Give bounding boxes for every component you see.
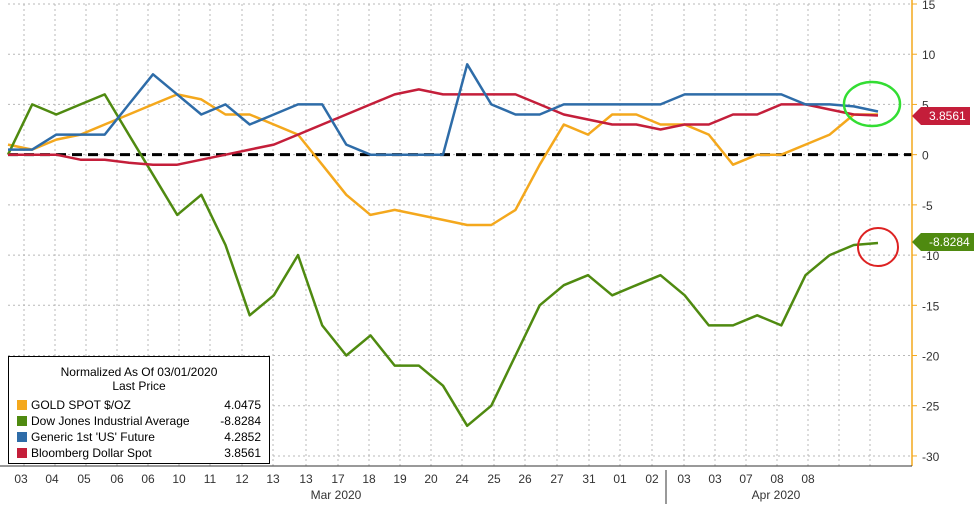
legend-box: Normalized As Of 03/01/2020 Last Price G… [8,356,270,464]
x-tick-label: 03 [14,472,28,486]
x-tick-label: 25 [487,472,501,486]
y-tick-label: 0 [922,149,929,163]
legend-item-dow: Dow Jones Industrial Average -8.8284 [17,414,261,428]
x-tick-label: 19 [393,472,407,486]
x-tick-label: 03 [708,472,722,486]
x-tick-label: 07 [739,472,753,486]
x-tick-label: 13 [299,472,313,486]
legend-value-dollar: 3.8561 [224,446,261,460]
x-tick-label: 12 [235,472,249,486]
x-tick-label: 02 [645,472,659,486]
x-tick-label: 11 [204,472,217,486]
axes: 15 10 5 0 -5 -10 -15 -20 -25 -30 03 04 05 06 06 10 11 12 1… [0,0,940,504]
series-line-dollar [8,88,879,166]
highlight-circle-red [857,227,899,267]
y-tick-label: 5 [922,98,929,112]
legend-swatch-us-future [17,432,27,442]
legend-swatch-gold [17,400,27,410]
x-tick-label: 06 [141,472,155,486]
series-line-us-future [8,63,879,156]
y-tick-label: 10 [922,48,936,62]
series-line-dow [6,93,879,428]
series-layer [6,63,879,428]
last-price-tag-dollar: 3.8561 [912,107,970,125]
x-tick-label: 06 [110,472,124,486]
y-tick-label: 15 [922,0,936,12]
month-label-mar: Mar 2020 [311,488,362,502]
legend-value-dow: -8.8284 [220,414,261,428]
legend-swatch-dollar [17,448,27,458]
y-tick-label: -15 [922,299,940,313]
legend-label-us-future: Generic 1st 'US' Future [31,430,155,444]
x-tick-label: 10 [172,472,186,486]
x-tick-label: 31 [582,472,596,486]
x-tick-label: 20 [424,472,438,486]
y-tick-label: -30 [922,450,940,464]
legend-label-dollar: Bloomberg Dollar Spot [31,446,152,460]
y-tick-label: -25 [922,400,940,414]
x-tick-label: 27 [550,472,564,486]
x-tick-label: 13 [266,472,280,486]
y-tick-label: -20 [922,350,940,364]
y-tick-label: -10 [922,249,940,263]
x-tick-label: 24 [455,472,469,486]
x-tick-label: 18 [362,472,376,486]
y-tick-label: -5 [922,199,933,213]
last-price-tag-dow: -8.8284 [912,233,974,251]
legend-label-gold: GOLD SPOT $/OZ [31,398,131,412]
x-tick-label: 04 [45,472,59,486]
annotations [842,80,902,267]
highlight-circle-green [842,80,902,128]
x-tick-label: 08 [801,472,815,486]
legend-value-gold: 4.0475 [224,398,261,412]
x-tick-label: 03 [677,472,691,486]
legend-item-gold: GOLD SPOT $/OZ 4.0475 [17,398,261,412]
legend-item-dollar: Bloomberg Dollar Spot 3.8561 [17,446,261,460]
legend-title: Normalized As Of 03/01/2020 [60,365,218,379]
series-line-gold [7,93,878,227]
legend-value-us-future: 4.2852 [224,430,261,444]
x-tick-label: 01 [613,472,627,486]
x-tick-label: 05 [77,472,91,486]
month-label-apr: Apr 2020 [752,488,801,502]
x-tick-label: 08 [770,472,784,486]
legend-swatch-dow [17,416,27,426]
legend-item-us-future: Generic 1st 'US' Future 4.2852 [17,430,261,444]
legend-subtitle: Last Price [112,379,166,393]
x-tick-label: 26 [518,472,532,486]
x-tick-label: 17 [331,472,345,486]
legend-label-dow: Dow Jones Industrial Average [31,414,190,428]
